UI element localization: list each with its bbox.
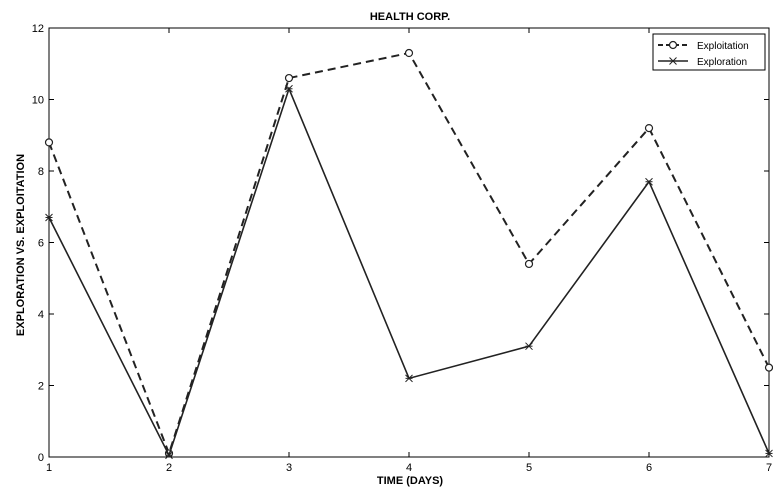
y-tick-label: 10 [32, 95, 44, 107]
y-tick-label: 8 [38, 166, 44, 178]
y-axis-label: EXPLORATION VS. EXPLOITATION [15, 154, 27, 336]
chart-title: HEALTH CORP. [370, 11, 450, 23]
x-tick-label: 7 [766, 462, 772, 474]
point-exploration [285, 84, 293, 93]
legend-label-exploration: Exploration [697, 57, 747, 68]
point-exploration [45, 213, 53, 222]
series-lines [44, 48, 773, 460]
legend-box [652, 33, 766, 71]
x-axis-label: TIME (DAYS) [377, 475, 444, 487]
point-exploration [525, 342, 533, 351]
x-tick-label: 3 [286, 462, 292, 474]
point-exploitation [44, 138, 54, 147]
legend-label-exploitation: Exploitation [697, 41, 749, 52]
x-tick-label: 5 [526, 462, 532, 474]
x-tick-label: 2 [166, 462, 172, 474]
y-tick-label: 4 [38, 309, 44, 321]
legend-marker-exploitation [668, 40, 678, 50]
x-tick-label: 4 [406, 462, 412, 474]
y-tick-label: 12 [32, 23, 44, 35]
legend: Exploitation Exploration [652, 33, 766, 71]
point-exploitation [404, 48, 414, 58]
y-tick-label: 2 [38, 381, 44, 393]
x-tick-label: 6 [646, 462, 652, 474]
point-exploration [645, 177, 653, 186]
legend-marker-exploration [669, 57, 677, 65]
y-tick-label: 6 [38, 238, 44, 250]
point-exploration [765, 449, 773, 458]
point-exploration [405, 374, 413, 383]
plot-frame [48, 27, 770, 458]
point-exploration [165, 451, 173, 460]
point-exploitation [644, 124, 654, 133]
axis-ticks [48, 27, 770, 458]
point-exploitation [764, 363, 773, 372]
x-tick-label: 1 [46, 462, 52, 474]
y-tick-label: 0 [38, 452, 44, 464]
point-exploitation [524, 259, 534, 269]
point-exploitation [284, 73, 294, 83]
